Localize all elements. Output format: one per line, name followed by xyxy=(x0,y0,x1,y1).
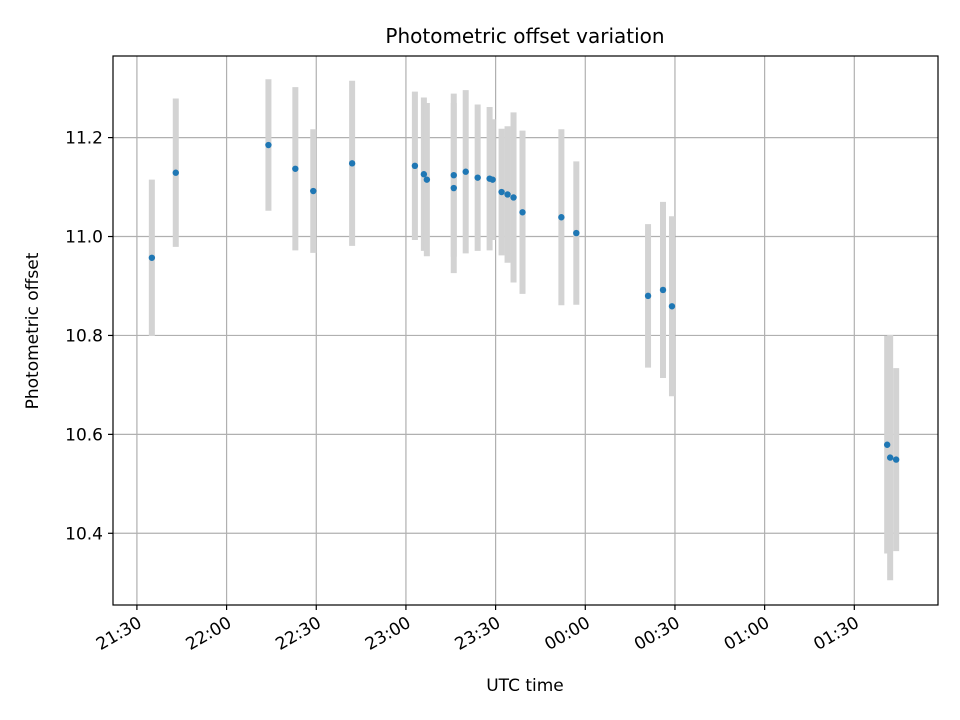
data-point xyxy=(504,191,511,198)
data-point xyxy=(462,168,469,175)
data-point xyxy=(310,187,317,195)
data-point xyxy=(489,176,496,183)
y-tick-label: 11.0 xyxy=(65,228,103,248)
data-point xyxy=(644,292,652,300)
data-point xyxy=(172,169,179,176)
data-point xyxy=(498,188,505,196)
y-tick-label: 11.2 xyxy=(65,129,103,149)
data-point xyxy=(420,171,428,178)
data-point xyxy=(148,254,156,261)
y-axis-title: Photometric offset xyxy=(23,252,43,409)
data-point xyxy=(659,286,667,294)
y-tick-label: 10.8 xyxy=(65,326,103,346)
data-point xyxy=(423,176,431,183)
plot-frame xyxy=(112,55,939,606)
data-point xyxy=(892,456,900,463)
data-point xyxy=(474,174,481,181)
chart-title: Photometric offset variation xyxy=(385,24,664,48)
data-point xyxy=(265,141,272,149)
data-point xyxy=(519,209,526,216)
data-point xyxy=(510,194,517,201)
data-point xyxy=(883,441,891,448)
data-point xyxy=(886,454,894,461)
x-axis-title: UTC time xyxy=(486,676,564,696)
data-point xyxy=(573,229,580,237)
data-point xyxy=(450,184,457,192)
data-point xyxy=(348,160,356,167)
data-point xyxy=(558,214,565,221)
y-tick-label: 10.4 xyxy=(65,524,103,544)
data-point xyxy=(450,171,457,179)
y-axis-ticks: 10.4 10.6 10.8 11.0 11.2 xyxy=(65,129,113,544)
data-point xyxy=(292,165,299,172)
data-point xyxy=(668,303,676,310)
data-point xyxy=(411,162,419,169)
y-tick-label: 10.6 xyxy=(65,425,103,445)
data-points xyxy=(148,141,900,463)
